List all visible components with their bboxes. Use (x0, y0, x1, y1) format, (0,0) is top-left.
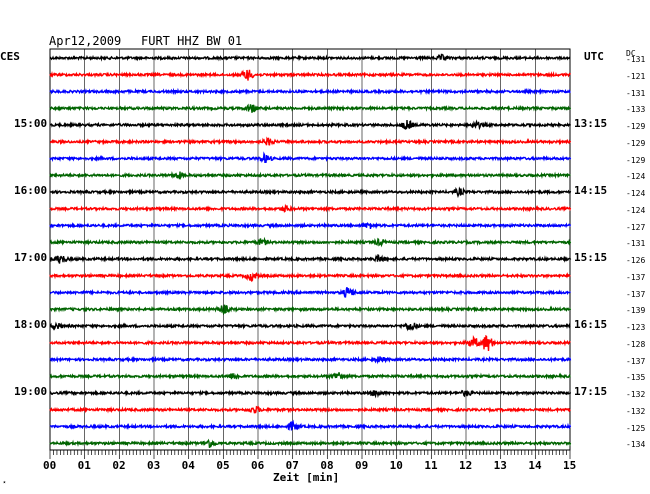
dc-offset-value: -129 (626, 155, 646, 165)
dc-offset-value: -137 (626, 356, 646, 366)
trace-row (49, 236, 572, 248)
trace-row (49, 372, 571, 381)
x-tick-label: 13 (493, 459, 507, 472)
trace-row (49, 419, 572, 432)
left-time-label: 16:00 (14, 184, 48, 197)
trace-row (49, 321, 571, 332)
trace-row (49, 271, 571, 283)
dc-offset-value: -123 (626, 323, 646, 332)
x-tick-label: 04 (181, 459, 195, 472)
trace-row (49, 438, 572, 448)
dc-offset-value: -132 (626, 390, 646, 399)
x-tick-label: 08 (320, 459, 334, 472)
left-time-label: 17:00 (14, 251, 48, 264)
dc-offset-value: -139 (626, 306, 646, 316)
corner-mark-icon: ⋆ (2, 478, 7, 487)
trace-row (49, 221, 572, 230)
dc-offset-value: -121 (626, 71, 646, 81)
trace-row (49, 389, 572, 399)
dc-offset-value: -135 (626, 373, 646, 383)
trace-row (49, 355, 572, 365)
right-time-label: 17:15 (574, 385, 608, 398)
left-time-label: 19:00 (14, 385, 48, 398)
trace-row (49, 334, 571, 352)
x-tick-label: 11 (424, 459, 438, 472)
x-tick-label: 14 (528, 459, 542, 472)
dc-offset-value: -137 (626, 289, 646, 299)
dc-offset-value: -124 (626, 189, 646, 198)
trace-row (49, 286, 571, 298)
dc-offset-value: -128 (626, 339, 646, 349)
trace-row (49, 69, 572, 81)
station-label: FURT HHZ BW 01 (141, 34, 243, 48)
x-tick-label: 10 (389, 459, 403, 472)
x-tick-label: 00 (43, 459, 57, 472)
x-tick-label: 02 (112, 459, 126, 472)
dc-offset-value: -131 (626, 239, 646, 249)
dc-offset-value: -124 (626, 172, 646, 182)
right-time-label: 13:15 (574, 117, 608, 130)
left-time-label: 15:00 (14, 117, 48, 130)
x-tick-label: 15 (563, 459, 577, 472)
right-time-label: 16:15 (574, 318, 608, 331)
x-axis-label: Zeit [min] (273, 471, 340, 484)
x-tick-label: 03 (147, 459, 161, 472)
dc-offset-value: -124 (626, 205, 646, 215)
trace-row (49, 53, 571, 62)
trace-row (49, 103, 572, 113)
dc-offset-value: -131 (626, 88, 646, 98)
trace-row (49, 171, 571, 181)
trace-row (49, 254, 572, 264)
right-time-label: 14:15 (574, 184, 608, 197)
trace-row (50, 186, 572, 199)
dc-offset-value: -137 (626, 272, 646, 282)
trace-row (49, 304, 572, 316)
dc-offset-value: -129 (626, 138, 646, 148)
dc-offset-value: -129 (626, 122, 646, 131)
right-time-label: 15:15 (574, 251, 608, 264)
x-tick-label: 09 (355, 459, 369, 472)
trace-row (49, 151, 572, 164)
dc-offset-value: -133 (626, 105, 646, 115)
x-tick-label: 12 (459, 459, 473, 472)
trace-row (49, 119, 572, 131)
dc-offset-value: -127 (626, 222, 646, 232)
dc-offset-value: -126 (626, 256, 646, 265)
x-tick-label: 05 (216, 459, 230, 472)
x-tick-label: 01 (77, 459, 91, 472)
dc-header-label: DC (626, 49, 636, 58)
trace-row (49, 405, 571, 414)
dc-offset-value: -131 (626, 55, 646, 64)
dc-offset-value: -132 (626, 406, 646, 416)
dc-offset-value: -125 (626, 423, 646, 433)
trace-row (49, 87, 571, 96)
date-label: Apr12,2009 (49, 34, 122, 48)
x-tick-label: 06 (251, 459, 265, 472)
left-timezone-label: CES (0, 50, 20, 63)
x-tick-label: 07 (285, 459, 299, 472)
dc-offset-value: -134 (626, 440, 646, 450)
right-timezone-label: UTC (584, 50, 604, 63)
left-time-label: 18:00 (14, 318, 48, 331)
trace-row (49, 203, 572, 213)
trace-row (49, 136, 572, 146)
